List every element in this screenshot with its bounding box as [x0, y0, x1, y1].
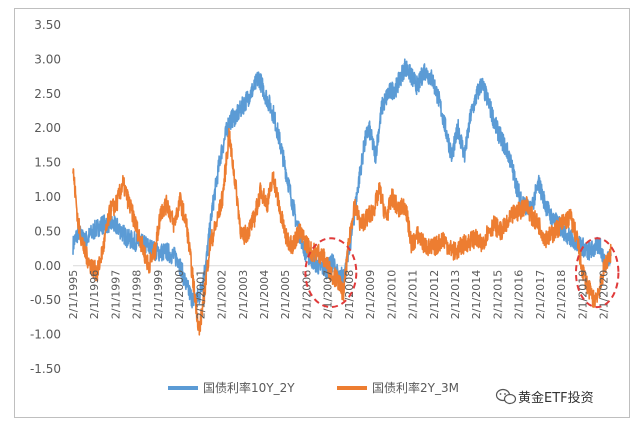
y-tick-label: -1.50 — [30, 362, 61, 376]
x-tick-label: 2/1/2005 — [279, 270, 292, 319]
x-tick-label: 2/1/2001 — [194, 270, 207, 319]
legend-label-2y-3m: 国债利率2Y_3M — [372, 380, 459, 395]
series-line-1 — [72, 127, 612, 336]
x-tick-label: 2/1/2017 — [534, 270, 547, 319]
chart-frame: 3.50 3.00 2.50 2.00 1.50 1.00 0.50 0.00 -0.50 -1.… — [14, 8, 630, 418]
y-tick-label: -1.00 — [30, 328, 61, 342]
x-tick-label: 2/1/2019 — [576, 270, 589, 319]
line-chart: 3.50 3.00 2.50 2.00 1.50 1.00 0.50 0.00 -0.50 -1.… — [30, 18, 620, 406]
y-tick-label: 0.00 — [34, 259, 61, 273]
x-tick-label: 2/1/2014 — [470, 270, 483, 319]
y-tick-label: 0.50 — [34, 224, 61, 238]
watermark-text: 黄金ETF投资 — [518, 390, 594, 406]
x-tick-label: 2/1/2020 — [598, 270, 611, 319]
y-tick-label: 3.50 — [34, 18, 61, 32]
x-tick-label: 2/1/2007 — [322, 270, 335, 319]
x-tick-label: 2/1/2016 — [513, 270, 526, 319]
x-tick-label: 2/1/2011 — [407, 270, 420, 319]
y-tick-label: 1.00 — [34, 190, 61, 204]
x-tick-label: 2/1/2000 — [173, 270, 186, 319]
x-tick-label: 2/1/2002 — [216, 270, 229, 319]
y-axis-ticks: 3.50 3.00 2.50 2.00 1.50 1.00 0.50 0.00 -0.50 -1.… — [30, 18, 61, 376]
x-tick-label: 2/1/1999 — [152, 270, 165, 319]
x-tick-label: 2/1/2018 — [555, 270, 568, 319]
y-tick-label: 2.00 — [34, 121, 61, 135]
annotations — [304, 237, 620, 309]
legend: 国债利率10Y_2Y 国债利率2Y_3M — [168, 380, 459, 395]
legend-label-10y-2y: 国债利率10Y_2Y — [203, 380, 295, 395]
y-tick-label: 2.50 — [34, 87, 61, 101]
x-tick-label: 2/1/2006 — [301, 270, 314, 319]
y-tick-label: -0.50 — [30, 293, 61, 307]
annotation-ellipse-1 — [574, 237, 620, 309]
x-tick-label: 2/1/2009 — [364, 270, 377, 319]
x-tick-label: 2/1/1995 — [67, 270, 80, 319]
x-tick-label: 2/1/2010 — [385, 270, 398, 319]
watermark: 黄金ETF投资 — [495, 388, 594, 406]
annotation-ellipse-0 — [304, 237, 358, 309]
x-tick-label: 2/1/1997 — [109, 270, 122, 319]
x-tick-label: 2/1/2004 — [258, 270, 271, 319]
x-tick-label: 2/1/2003 — [237, 270, 250, 319]
x-axis-ticks: 2/1/1995 2/1/1996 2/1/1997 2/1/1998 2/1/1999… — [67, 270, 611, 319]
wechat-icon — [495, 388, 517, 405]
x-tick-label: 2/1/1998 — [131, 270, 144, 319]
x-tick-label: 2/1/2012 — [428, 270, 441, 319]
x-tick-label: 2/1/2015 — [492, 270, 505, 319]
x-tick-label: 2/1/2013 — [449, 270, 462, 319]
x-tick-label: 2/1/1996 — [88, 270, 101, 319]
y-tick-label: 1.50 — [34, 156, 61, 170]
y-tick-label: 3.00 — [34, 52, 61, 66]
series-lines — [72, 58, 612, 336]
